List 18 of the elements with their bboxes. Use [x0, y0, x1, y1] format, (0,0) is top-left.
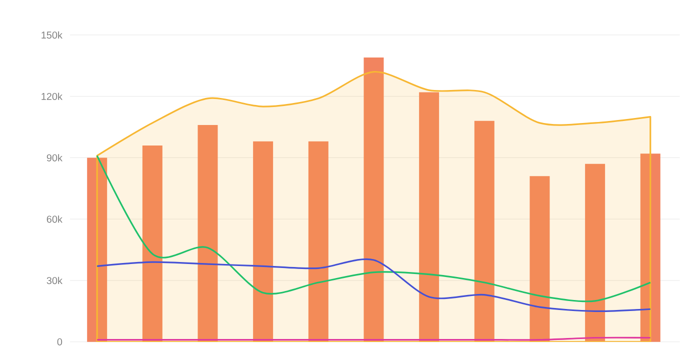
- bar: [419, 92, 440, 342]
- bar: [308, 141, 328, 342]
- bar: [198, 125, 218, 342]
- bar: [530, 176, 550, 342]
- bar: [585, 164, 606, 342]
- bar: [364, 58, 384, 342]
- line-series: [96, 258, 652, 312]
- line-series: [96, 154, 652, 302]
- bar: [142, 146, 162, 342]
- bar: [640, 154, 660, 342]
- y-tick-label: 60k: [46, 216, 62, 223]
- y-tick-label: 30k: [46, 276, 62, 284]
- bar: [474, 120, 494, 342]
- bar: [253, 141, 274, 342]
- y-tick-label: 0: [57, 338, 62, 346]
- y-tick-label: 120k: [42, 92, 62, 100]
- y-tick-label: 150k: [42, 31, 62, 39]
- y-tick-label: 90k: [46, 154, 62, 162]
